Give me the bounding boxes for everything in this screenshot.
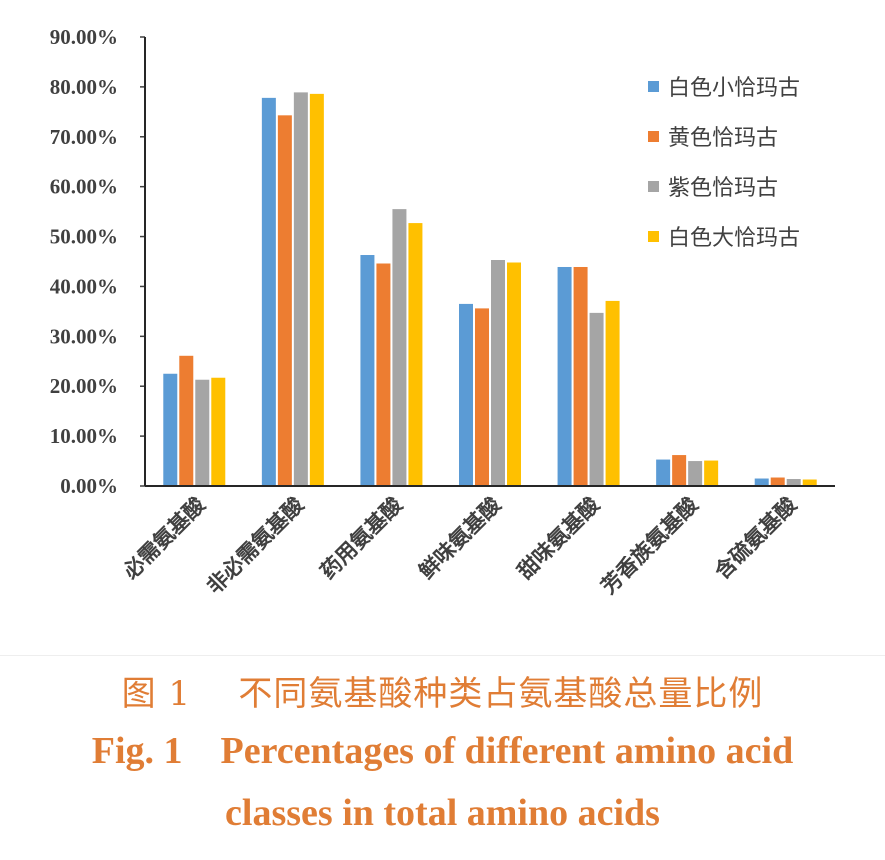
y-tick-label: 80.00% xyxy=(50,75,118,99)
x-category-label: 芳香族氨基酸 xyxy=(597,492,704,599)
y-tick-label: 90.00% xyxy=(50,25,118,49)
bar xyxy=(475,308,489,486)
legend-label: 白色小恰玛古 xyxy=(668,76,800,101)
bar xyxy=(163,373,178,486)
bar xyxy=(589,312,604,486)
y-tick-label: 60.00% xyxy=(50,175,118,199)
bar xyxy=(408,223,423,486)
legend-label: 白色大恰玛古 xyxy=(668,226,800,251)
bar xyxy=(672,455,687,486)
y-tick-label: 30.00% xyxy=(50,324,118,348)
y-tick-label: 0.00% xyxy=(60,474,118,498)
bar xyxy=(360,255,375,486)
bar xyxy=(557,266,572,486)
bar xyxy=(573,266,588,486)
legend-swatch xyxy=(648,131,659,142)
bar xyxy=(211,377,226,486)
x-category-label: 必需氨基酸 xyxy=(119,492,211,584)
bar xyxy=(754,478,769,486)
bar xyxy=(293,92,308,487)
y-tick-label: 10.00% xyxy=(50,424,118,448)
caption-english-line1: Fig. 1 Percentages of different amino ac… xyxy=(91,730,794,772)
legend-swatch xyxy=(648,231,659,242)
bar xyxy=(261,97,276,486)
y-tick-label: 70.00% xyxy=(50,125,118,149)
legend-swatch xyxy=(648,181,659,192)
bar xyxy=(309,93,324,486)
x-category-label: 含硫氨基酸 xyxy=(710,492,802,584)
bar-chart: 0.00% 10.00% 20.00% 30.00% 40.00% 50.00% 60.00… xyxy=(50,25,835,599)
x-category-label: 药用氨基酸 xyxy=(316,492,408,584)
legend-label: 黄色恰玛古 xyxy=(668,126,778,151)
y-tick-label: 50.00% xyxy=(50,225,118,249)
bar xyxy=(688,461,703,486)
bar xyxy=(770,477,785,486)
bar xyxy=(507,262,521,486)
figure-caption: 图 1 不同氨基酸种类占氨基酸总量比例 Fig. 1 Percentages o… xyxy=(0,668,885,844)
bar xyxy=(195,379,210,486)
legend-label: 紫色恰玛古 xyxy=(668,176,778,201)
x-category-label: 甜味氨基酸 xyxy=(513,492,605,584)
bar xyxy=(392,209,407,486)
caption-chinese: 图 1 不同氨基酸种类占氨基酸总量比例 xyxy=(121,674,764,714)
bar xyxy=(802,479,817,486)
bar xyxy=(491,260,505,486)
caption-english-line2: classes in total amino acids xyxy=(225,792,660,834)
y-tick-label: 40.00% xyxy=(50,274,118,298)
bar xyxy=(459,303,473,486)
x-category-label: 非必需氨基酸 xyxy=(202,492,309,599)
bar xyxy=(605,300,620,486)
x-category-label: 鲜味氨基酸 xyxy=(414,492,506,584)
chart-area: 0.00% 10.00% 20.00% 30.00% 40.00% 50.00% 60.00… xyxy=(50,25,835,599)
bar xyxy=(656,459,671,486)
bar xyxy=(704,460,719,486)
legend-swatch xyxy=(648,81,659,92)
bar xyxy=(786,479,801,486)
bar xyxy=(277,115,292,486)
divider xyxy=(0,655,885,656)
y-tick-label: 20.00% xyxy=(50,374,118,398)
bar xyxy=(179,355,194,486)
bar xyxy=(376,263,391,486)
